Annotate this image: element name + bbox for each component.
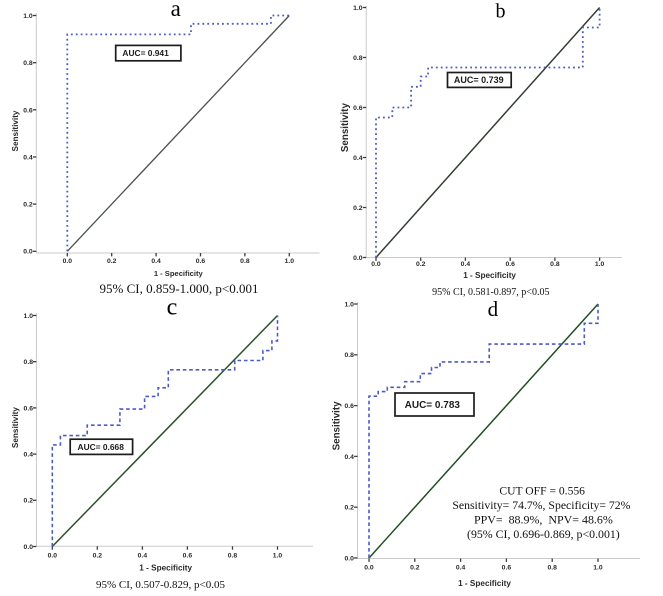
svg-text:0.0: 0.0 [23, 249, 33, 256]
svg-text:0.8: 0.8 [550, 261, 560, 268]
svg-text:d: d [488, 297, 499, 321]
svg-text:1.0: 1.0 [24, 313, 34, 320]
svg-text:b: b [496, 1, 506, 23]
svg-text:0.6: 0.6 [502, 565, 512, 572]
svg-text:0.2: 0.2 [24, 498, 34, 505]
svg-text:0.4: 0.4 [344, 454, 354, 461]
svg-text:Sensitivity: Sensitivity [340, 103, 351, 153]
svg-text:Sensitivity= 74.7%, Specificit: Sensitivity= 74.7%, Specificity= 72% [452, 499, 630, 512]
svg-text:1 - Specificity: 1 - Specificity [463, 271, 516, 280]
svg-text:AUC= 0.783: AUC= 0.783 [405, 400, 461, 411]
svg-text:0.6: 0.6 [353, 105, 363, 112]
svg-text:0.2: 0.2 [344, 505, 354, 512]
svg-text:Sensitivity: Sensitivity [332, 401, 343, 451]
svg-text:0.0: 0.0 [24, 544, 34, 551]
svg-text:0.2: 0.2 [23, 202, 33, 209]
svg-text:95% CI, 0.859-1.000, p<0.001: 95% CI, 0.859-1.000, p<0.001 [100, 281, 259, 296]
svg-text:1.0: 1.0 [595, 261, 605, 268]
svg-text:0.8: 0.8 [228, 552, 238, 559]
svg-text:0.2: 0.2 [410, 565, 420, 572]
svg-text:95% CI, 0.581-0.897, p<0.05: 95% CI, 0.581-0.897, p<0.05 [432, 287, 549, 298]
svg-text:0.8: 0.8 [344, 352, 354, 359]
svg-text:Sensitivity: Sensitivity [11, 407, 20, 448]
svg-text:0.8: 0.8 [24, 359, 34, 366]
svg-text:0.6: 0.6 [505, 261, 515, 268]
svg-text:0.8: 0.8 [547, 565, 557, 572]
svg-text:0.4: 0.4 [353, 155, 363, 162]
svg-text:0.2: 0.2 [416, 261, 426, 268]
svg-text:0.4: 0.4 [456, 565, 466, 572]
svg-text:(95% CI, 0.696-0.869, p<0.001): (95% CI, 0.696-0.869, p<0.001) [467, 527, 620, 541]
svg-text:1.0: 1.0 [593, 565, 603, 572]
svg-text:0.0: 0.0 [63, 258, 73, 265]
svg-text:0.2: 0.2 [93, 552, 103, 559]
svg-text:0.4: 0.4 [138, 552, 148, 559]
svg-text:0.4: 0.4 [23, 154, 33, 161]
svg-text:1 - Specificity: 1 - Specificity [458, 579, 511, 588]
svg-text:AUC= 0.739: AUC= 0.739 [454, 75, 504, 85]
svg-text:c: c [167, 294, 178, 320]
svg-text:95% CI, 0.507-0.829, p<0.05: 95% CI, 0.507-0.829, p<0.05 [96, 579, 226, 591]
svg-text:0.6: 0.6 [23, 107, 33, 114]
svg-text:1.0: 1.0 [344, 301, 354, 308]
svg-text:0.8: 0.8 [240, 258, 250, 265]
svg-text:0.8: 0.8 [23, 60, 33, 67]
svg-text:1.0: 1.0 [285, 258, 295, 265]
svg-text:PPV= 88.9%, NPV= 48.6%: PPV= 88.9%, NPV= 48.6% [474, 513, 613, 527]
svg-text:1 - Specificity: 1 - Specificity [154, 269, 204, 278]
svg-text:1.0: 1.0 [273, 552, 283, 559]
svg-text:0.2: 0.2 [353, 205, 363, 212]
svg-text:1.0: 1.0 [23, 13, 33, 20]
svg-text:0.6: 0.6 [183, 552, 193, 559]
svg-text:0.0: 0.0 [344, 555, 354, 562]
svg-text:0.4: 0.4 [151, 258, 161, 265]
svg-text:Sensitivity: Sensitivity [11, 110, 20, 151]
svg-text:0.4: 0.4 [24, 452, 34, 459]
svg-text:CUT OFF = 0.556: CUT OFF = 0.556 [499, 485, 585, 498]
svg-text:0.0: 0.0 [48, 552, 58, 559]
svg-text:0.8: 0.8 [353, 55, 363, 62]
svg-text:a: a [171, 0, 181, 21]
svg-text:1 - Specificity: 1 - Specificity [139, 564, 192, 573]
svg-text:0.0: 0.0 [364, 565, 374, 572]
svg-text:0.6: 0.6 [344, 403, 354, 410]
svg-text:AUC= 0.668: AUC= 0.668 [78, 442, 125, 452]
svg-text:AUC= 0.941: AUC= 0.941 [122, 48, 169, 58]
svg-text:0.4: 0.4 [461, 261, 471, 268]
svg-text:0.0: 0.0 [353, 255, 363, 262]
svg-text:0.2: 0.2 [107, 258, 117, 265]
svg-text:0.6: 0.6 [24, 405, 34, 412]
svg-text:0.6: 0.6 [196, 258, 206, 265]
svg-text:1.0: 1.0 [353, 5, 363, 12]
svg-text:0.0: 0.0 [371, 261, 381, 268]
